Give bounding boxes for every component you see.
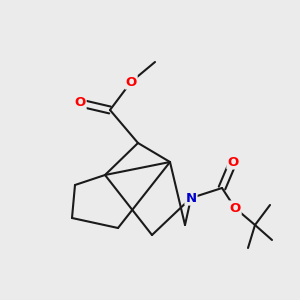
Text: N: N: [185, 191, 197, 205]
Text: O: O: [227, 155, 239, 169]
Text: O: O: [230, 202, 241, 214]
Text: O: O: [74, 97, 86, 110]
Text: O: O: [125, 76, 136, 88]
